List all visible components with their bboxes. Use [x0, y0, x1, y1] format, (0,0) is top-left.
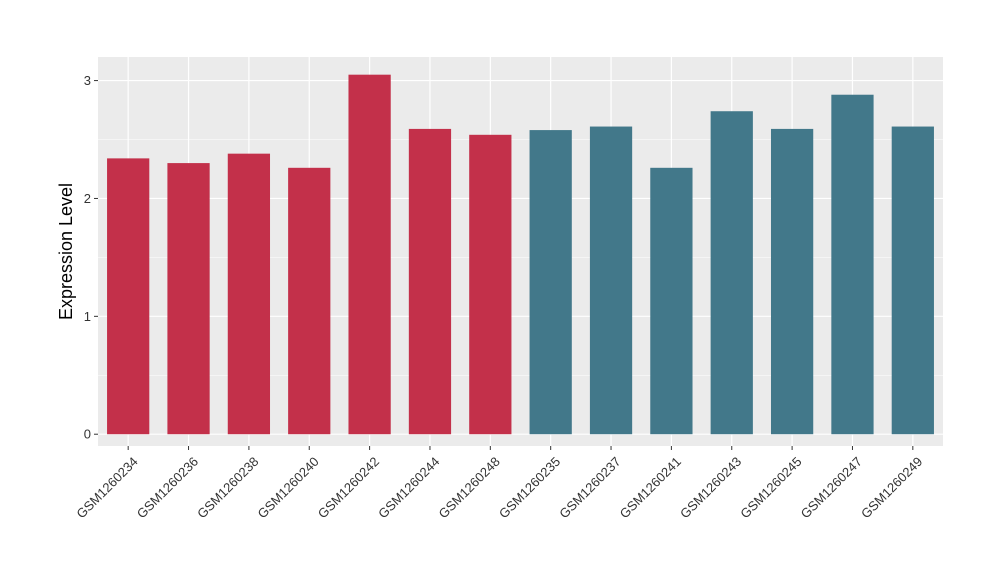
x-tick-label: GSM1260240	[254, 454, 321, 521]
x-tick-label: GSM1260244	[375, 454, 442, 521]
bar-GSM1260249	[891, 126, 934, 435]
x-tick-label: GSM1260241	[617, 454, 684, 521]
bar-GSM1260241	[650, 167, 693, 435]
bar-GSM1260248	[469, 134, 512, 435]
y-tick-label: 3	[84, 73, 91, 88]
x-tick-label: GSM1260245	[737, 454, 804, 521]
x-tick-label: GSM1260234	[73, 454, 140, 521]
bar-GSM1260235	[529, 130, 572, 435]
x-tick-label: GSM1260235	[496, 454, 563, 521]
x-tick-label: GSM1260242	[315, 454, 382, 521]
bar-GSM1260238	[227, 153, 271, 435]
y-tick-label: 0	[84, 427, 91, 442]
x-tick-label: GSM1260237	[556, 454, 623, 521]
bar-GSM1260234	[107, 158, 150, 435]
y-axis-title: Expression Level	[56, 183, 76, 320]
x-tick-label: GSM1260249	[858, 454, 925, 521]
x-axis: GSM1260234GSM1260236GSM1260238GSM1260240…	[73, 446, 925, 521]
y-tick-label: 1	[84, 309, 91, 324]
bars	[107, 74, 934, 435]
plot-panel	[98, 57, 943, 446]
bar-GSM1260237	[589, 126, 633, 435]
y-axis: 0 1 2 3	[84, 73, 98, 442]
y-tick-label: 2	[84, 191, 91, 206]
bar-GSM1260242	[348, 74, 391, 435]
bar-GSM1260247	[831, 94, 874, 435]
x-tick-label: GSM1260248	[436, 454, 503, 521]
x-tick-label: GSM1260243	[677, 454, 744, 521]
x-tick-label: GSM1260236	[134, 454, 201, 521]
bar-GSM1260243	[710, 111, 753, 435]
bar-GSM1260244	[408, 128, 452, 435]
x-tick-label: GSM1260238	[194, 454, 261, 521]
x-tick-label: GSM1260247	[798, 454, 865, 521]
bar-GSM1260236	[167, 163, 210, 435]
bar-GSM1260240	[288, 167, 331, 435]
bar-GSM1260245	[770, 128, 814, 435]
